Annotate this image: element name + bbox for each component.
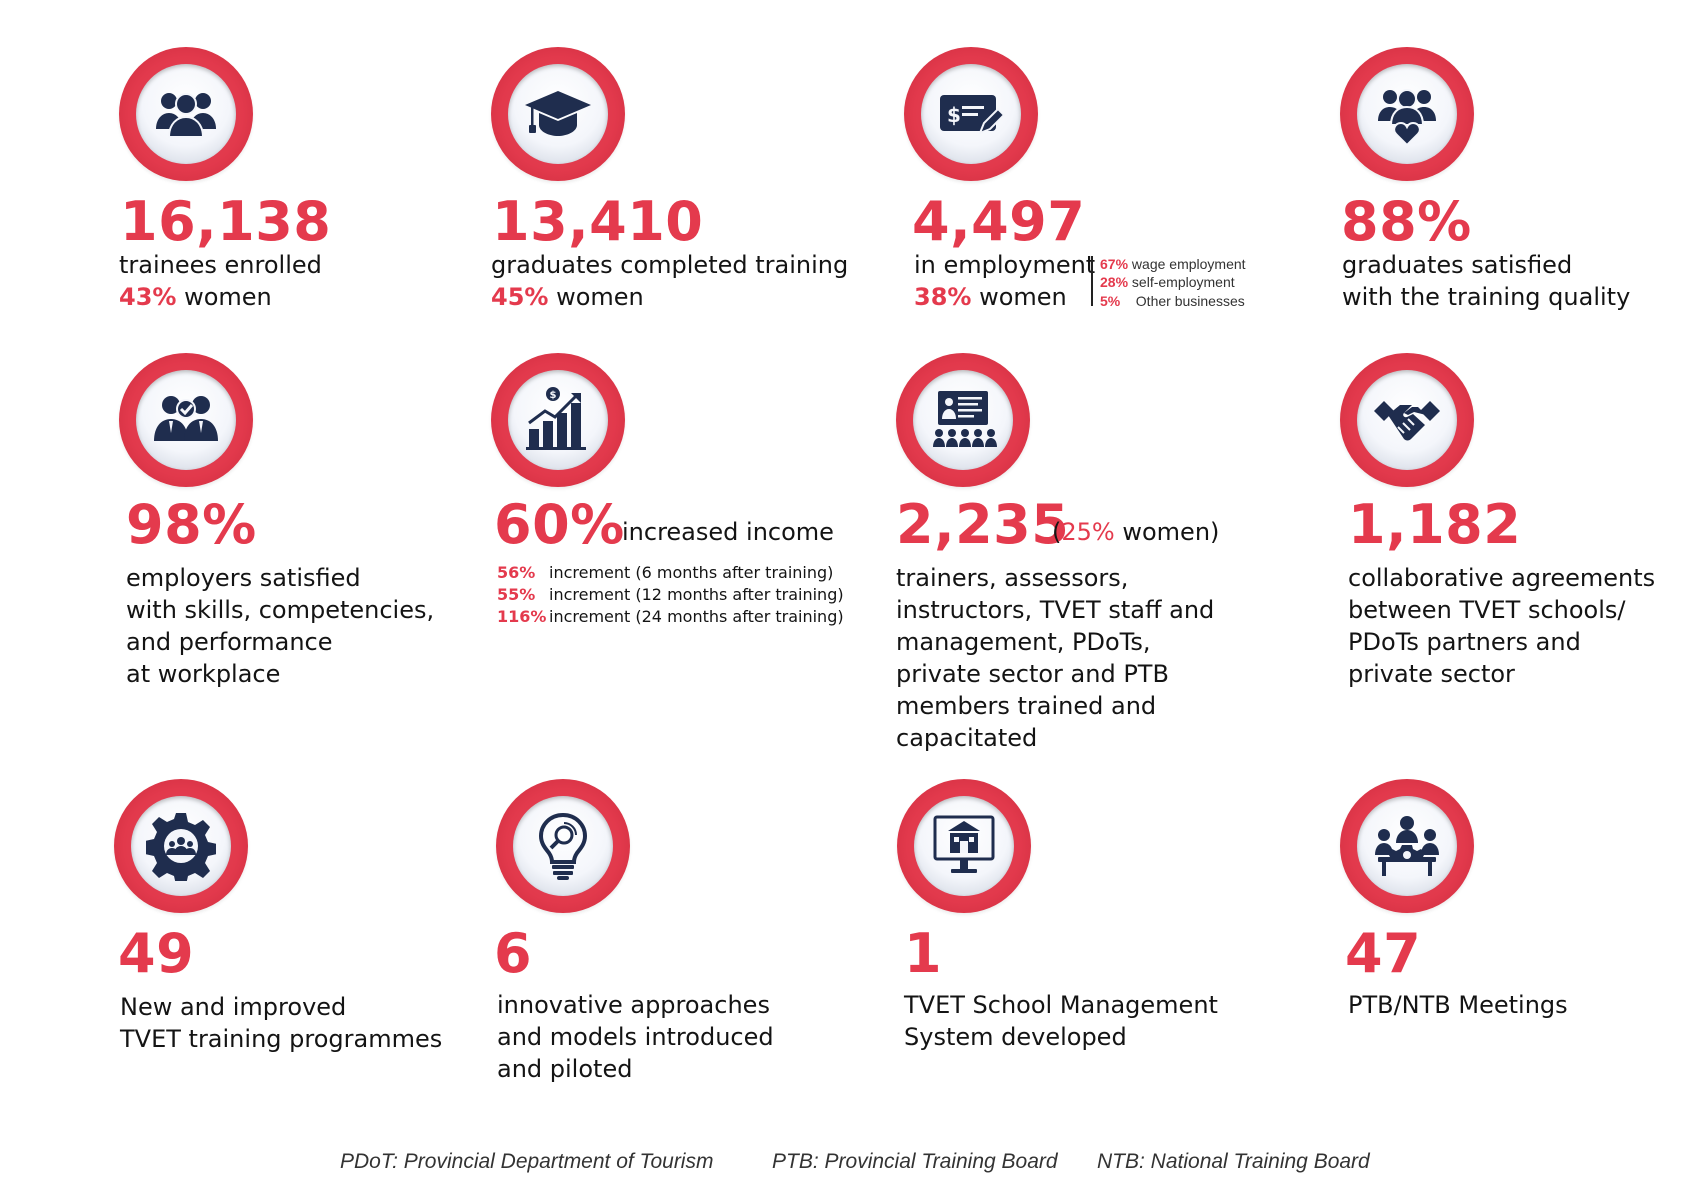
icon-badge (491, 47, 625, 181)
stat-value: 47 (1345, 922, 1422, 985)
icon-badge (897, 779, 1031, 913)
stat-label-line2: with the training quality (1342, 283, 1631, 311)
icon-badge (1340, 779, 1474, 913)
stat-label-line: private sector (1348, 660, 1515, 688)
svg-text:$: $ (947, 103, 961, 127)
footnote-ptb: PTB: Provincial Training Board (772, 1150, 1058, 1173)
stat-label: graduates satisfied (1342, 251, 1573, 279)
stat-label-line: and performance (126, 628, 333, 656)
employment-breakdown-item: 28% self-employment (1100, 274, 1235, 290)
stat-label: in employment (914, 251, 1096, 279)
icon-badge (119, 353, 253, 487)
graduation-cap-icon (525, 91, 591, 136)
growth-chart-icon: $ (526, 387, 586, 450)
stat-label-line: instructors, TVET staff and (896, 596, 1215, 624)
women-pct: 38% (914, 283, 972, 311)
stat-label-line: trainers, assessors, (896, 564, 1129, 592)
stat-label-line: New and improved (120, 993, 347, 1021)
stat-value: 98% (126, 493, 257, 556)
icon-badge: $ (904, 47, 1038, 181)
increment-item: 56% increment (6 months after training) (497, 563, 834, 582)
increment-item: 55% increment (12 months after training) (497, 585, 844, 604)
stat-value: 49 (118, 922, 195, 985)
meeting-table-icon (1375, 816, 1439, 876)
women-label: women (556, 283, 644, 311)
employment-breakdown-item: 67% wage employment (1100, 256, 1246, 272)
stat-label-line: management, PDoTs, (896, 628, 1151, 656)
stat-label-line: members trained and (896, 692, 1157, 720)
women-share: 38% women (914, 281, 1067, 313)
stat-value: 13,410 (492, 190, 704, 253)
school-monitor-icon (933, 815, 995, 873)
stat-label: trainees enrolled (119, 251, 322, 279)
women-share: (25% women) (1052, 518, 1220, 546)
stat-value: 6 (494, 922, 533, 985)
stat-label-line: TVET School Management (904, 991, 1218, 1019)
icon-badge (119, 47, 253, 181)
presentation-icon (933, 391, 997, 447)
women-pct: 25% (1061, 518, 1115, 546)
footnote-ntb: NTB: National Training Board (1097, 1150, 1370, 1173)
icon-badge: $ (491, 353, 625, 487)
icon-badge (114, 779, 248, 913)
stat-value-suffix: increased income (622, 518, 834, 546)
footnote-pdot: PDoT: Provincial Department of Tourism (340, 1150, 714, 1173)
stat-label-line: collaborative agreements (1348, 564, 1656, 592)
stat-label-line: private sector and PTB (896, 660, 1169, 688)
women-label: women (979, 283, 1067, 311)
people-heart-icon (1378, 89, 1436, 147)
icon-badge (1340, 47, 1474, 181)
stat-label-line: PDoTs partners and (1348, 628, 1581, 656)
employers-check-icon (154, 396, 218, 441)
group-people-icon (156, 93, 216, 138)
stat-label-line: and models introduced (497, 1023, 774, 1051)
stat-value: 88% (1341, 190, 1472, 253)
stat-value: 2,235 (896, 493, 1070, 556)
stat-label-line: TVET training programmes (120, 1025, 443, 1053)
stat-label-line: capacitated (896, 724, 1038, 752)
stat-label-line: with skills, competencies, (126, 596, 435, 624)
stat-label-line: System developed (904, 1023, 1127, 1051)
stat-label-line: between TVET schools/ (1348, 596, 1626, 624)
gear-people-icon (146, 813, 216, 881)
icon-badge (1340, 353, 1474, 487)
stat-value: 60% (494, 493, 625, 556)
women-share: 45% women (491, 281, 644, 313)
divider (1091, 256, 1093, 306)
stat-value: 1,182 (1348, 493, 1522, 556)
women-pct: 45% (491, 283, 549, 311)
handshake-icon (1374, 401, 1440, 441)
stat-label-line: employers satisfied (126, 564, 361, 592)
paycheck-icon: $ (940, 95, 1006, 135)
stat-value: 16,138 (120, 190, 332, 253)
stat-value: 4,497 (912, 190, 1086, 253)
stat-value: 1 (904, 922, 943, 985)
icon-badge (896, 353, 1030, 487)
stat-label-line: and piloted (497, 1055, 633, 1083)
women-share: 43% women (119, 281, 272, 313)
women-pct: 43% (119, 283, 177, 311)
lightbulb-icon (538, 812, 588, 880)
employment-breakdown-item: 5% Other businesses (1100, 293, 1245, 309)
icon-badge (496, 779, 630, 913)
stat-label-line: innovative approaches (497, 991, 770, 1019)
svg-text:$: $ (550, 390, 557, 401)
women-label: women (184, 283, 272, 311)
increment-item: 116% increment (24 months after training) (497, 607, 844, 626)
stat-label-line: PTB/NTB Meetings (1348, 991, 1568, 1019)
stat-label-line: at workplace (126, 660, 281, 688)
stat-label: graduates completed training (491, 251, 849, 279)
